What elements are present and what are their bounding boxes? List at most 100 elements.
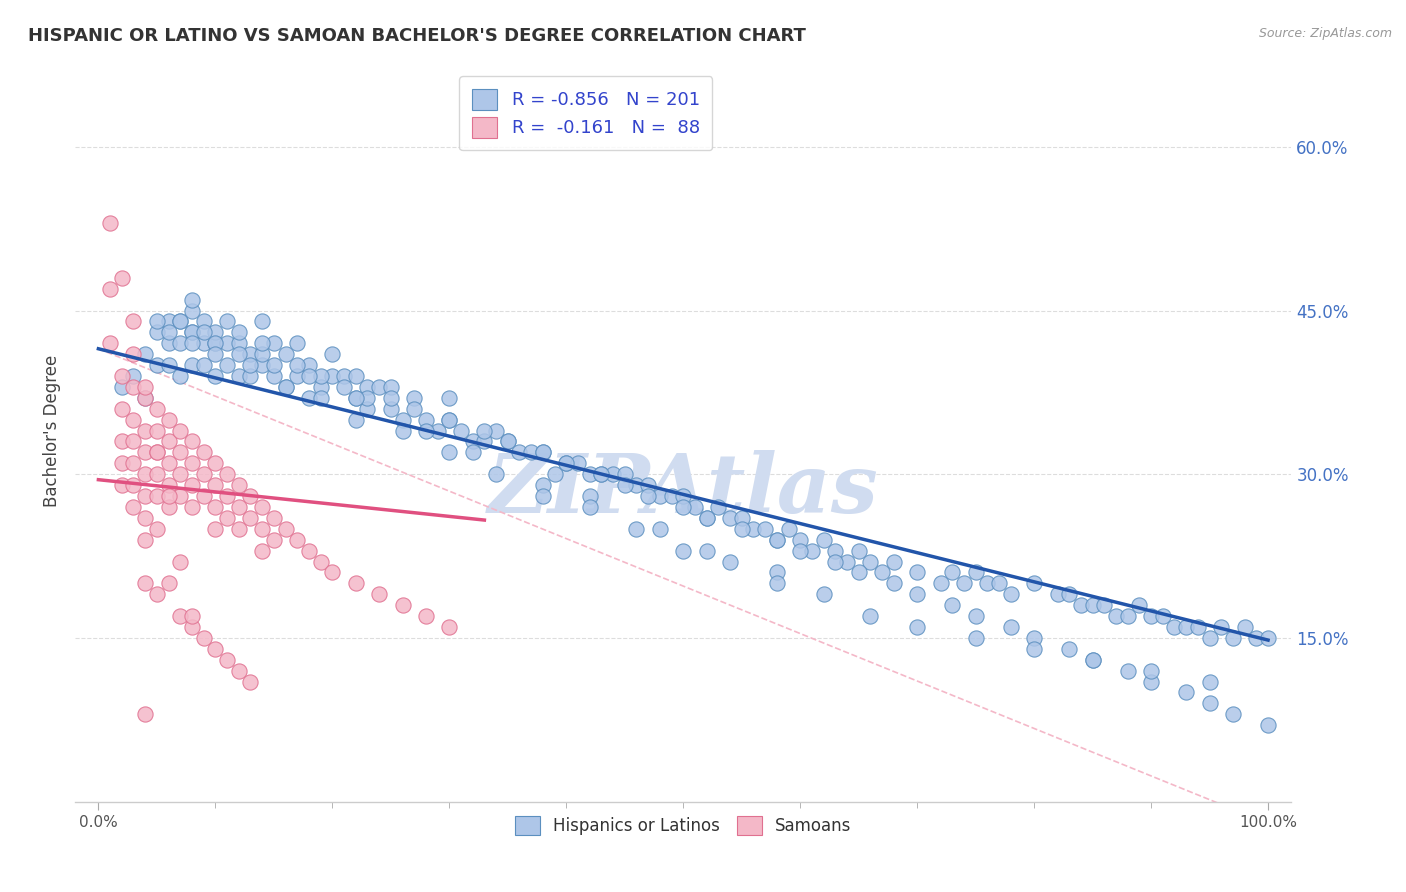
Point (824, 543, 846, 558)
Point (555, 456, 578, 470)
Point (111, 434, 134, 449)
Point (718, 511, 741, 525)
Point (157, 456, 180, 470)
Point (298, 358, 321, 372)
Point (344, 391, 367, 405)
Point (157, 576, 180, 591)
Point (380, 401, 402, 416)
Point (215, 336, 238, 351)
Point (134, 576, 156, 591)
Point (800, 543, 823, 558)
Point (298, 369, 321, 384)
Point (1198, 674, 1220, 689)
Point (122, 456, 145, 470)
Point (508, 445, 530, 459)
Point (122, 434, 145, 449)
Point (157, 478, 180, 492)
Point (111, 401, 134, 416)
Point (193, 336, 215, 351)
Point (274, 380, 297, 394)
Point (848, 543, 870, 558)
Point (813, 587, 835, 601)
Point (474, 424, 496, 438)
Point (415, 412, 437, 426)
Point (883, 555, 905, 569)
Point (122, 369, 145, 384)
Point (344, 412, 367, 426)
Point (415, 424, 437, 438)
Text: HISPANIC OR LATINO VS SAMOAN BACHELOR'S DEGREE CORRELATION CHART: HISPANIC OR LATINO VS SAMOAN BACHELOR'S … (28, 27, 806, 45)
Point (344, 369, 367, 384)
Point (965, 609, 987, 624)
Point (1057, 587, 1080, 601)
Point (204, 347, 226, 361)
Point (298, 391, 321, 405)
Point (731, 522, 754, 536)
Point (754, 522, 776, 536)
Point (591, 467, 613, 482)
Point (391, 412, 413, 426)
Point (696, 511, 718, 525)
Point (181, 336, 204, 351)
Point (613, 478, 636, 492)
Point (1140, 674, 1163, 689)
Point (578, 489, 600, 503)
Point (1081, 653, 1104, 667)
Point (298, 543, 321, 558)
Point (157, 434, 180, 449)
Point (122, 347, 145, 361)
Point (578, 467, 600, 482)
Point (1175, 620, 1198, 634)
Point (567, 456, 589, 470)
Point (274, 380, 297, 394)
Point (146, 467, 169, 482)
Point (824, 555, 846, 569)
Point (215, 653, 238, 667)
Point (250, 522, 273, 536)
Point (870, 566, 893, 580)
Point (169, 489, 191, 503)
Point (391, 598, 413, 612)
Point (111, 478, 134, 492)
Point (181, 326, 204, 340)
Point (146, 445, 169, 459)
Point (274, 347, 297, 361)
Point (1175, 685, 1198, 699)
Point (555, 456, 578, 470)
Point (215, 489, 238, 503)
Point (321, 566, 343, 580)
Point (169, 336, 191, 351)
Point (250, 500, 273, 514)
Point (1187, 620, 1209, 634)
Point (637, 478, 659, 492)
Point (157, 412, 180, 426)
Point (181, 293, 204, 307)
Point (250, 336, 273, 351)
Point (134, 424, 156, 438)
Point (98, 216, 121, 230)
Point (239, 489, 262, 503)
Point (193, 314, 215, 328)
Point (169, 424, 191, 438)
Point (204, 336, 226, 351)
Point (929, 576, 952, 591)
Point (181, 456, 204, 470)
Point (789, 533, 811, 547)
Point (228, 326, 250, 340)
Point (146, 489, 169, 503)
Point (204, 456, 226, 470)
Point (169, 609, 191, 624)
Point (1000, 620, 1022, 634)
Point (1246, 631, 1268, 645)
Point (356, 401, 378, 416)
Point (285, 358, 308, 372)
Point (134, 467, 156, 482)
Point (1222, 707, 1244, 722)
Point (356, 391, 378, 405)
Point (1024, 641, 1046, 656)
Point (309, 391, 332, 405)
Point (169, 467, 191, 482)
Point (157, 336, 180, 351)
Point (333, 369, 356, 384)
Point (263, 369, 285, 384)
